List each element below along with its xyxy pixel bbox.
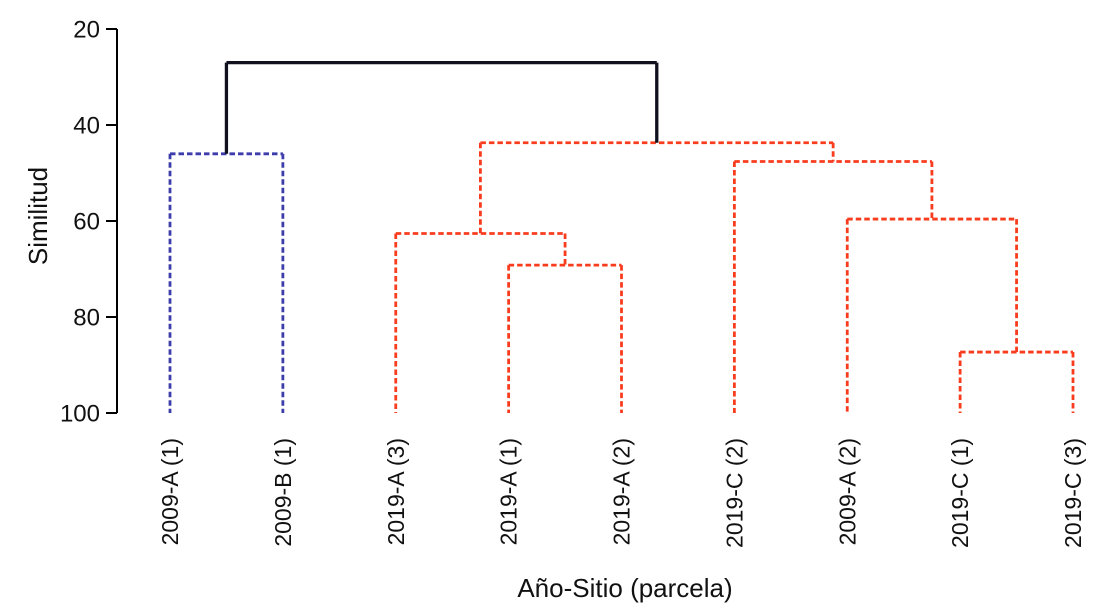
leaf-label: 2019-C (2)	[721, 438, 747, 548]
y-axis-tick-label: 60	[73, 209, 100, 236]
leaf-label: 2019-C (3)	[1060, 438, 1086, 548]
leaf-label: 2009-A (2)	[834, 438, 860, 545]
x-axis-title: Año-Sitio (parcela)	[517, 573, 732, 603]
leaf-label: 2019-A (2)	[609, 438, 635, 545]
leaf-label: 2019-C (1)	[947, 438, 973, 548]
y-axis-tick-label: 100	[60, 401, 100, 428]
dendrogram-tree	[168, 60, 1075, 413]
leaf-labels: 2009-A (1) 2009-B (1) 2019-A (3) 2019-A (1)…	[157, 438, 1086, 548]
leaf-label: 2009-B (1)	[270, 438, 296, 547]
leaf-label: 2019-A (1)	[496, 438, 522, 545]
y-axis-title: Similitud	[23, 167, 53, 265]
y-axis-tick-label: 40	[73, 113, 100, 140]
leaf-label: 2019-A (3)	[383, 438, 409, 545]
leaf-label: 2009-A (1)	[157, 438, 183, 545]
y-axis: 20 40 60 80 100	[60, 17, 118, 428]
y-axis-tick-label: 20	[73, 17, 100, 44]
y-axis-tick-label: 80	[73, 305, 100, 332]
